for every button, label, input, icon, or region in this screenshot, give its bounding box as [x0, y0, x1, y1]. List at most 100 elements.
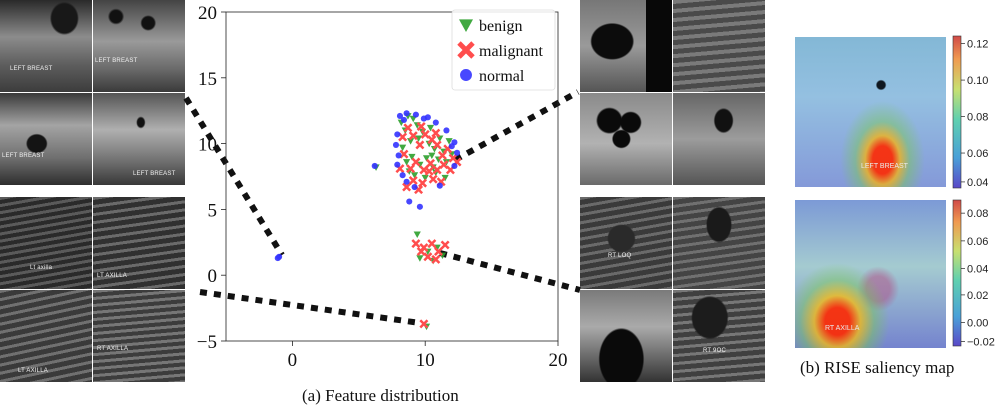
data-point — [399, 149, 409, 159]
series-malignant — [395, 122, 462, 329]
image-label: Lt axilla — [30, 265, 53, 271]
legend-marker — [457, 41, 475, 59]
data-point — [395, 152, 402, 159]
colorbar-tick-label: 0.04 — [967, 177, 988, 189]
colorbar-tick-label: −0.02 — [967, 337, 995, 349]
ultrasound-image: LT AXILLA — [0, 290, 92, 382]
ultrasound-image: Lt axilla — [0, 197, 92, 289]
data-point — [428, 174, 438, 184]
data-point — [371, 162, 378, 170]
ultrasound-image: LT AXILLA — [93, 197, 185, 289]
y-tick-label: 0 — [208, 266, 218, 287]
data-point — [418, 178, 428, 188]
image-label: RT AXILLA — [97, 346, 129, 352]
data-point — [416, 122, 426, 131]
data-point — [394, 161, 401, 168]
image-label: LEFT BREAST — [2, 153, 45, 159]
y-tick-label: 20 — [198, 3, 217, 24]
data-point — [436, 182, 443, 189]
data-point — [406, 138, 415, 145]
data-point — [411, 183, 418, 191]
data-point — [422, 155, 431, 162]
colorbar-tick-label: 0.06 — [967, 148, 988, 160]
colorbar-tick-label: 0.10 — [967, 75, 988, 87]
legend-label: normal — [479, 68, 525, 85]
ultrasound-image: RT 9OC — [673, 290, 765, 382]
series-normal — [274, 110, 461, 262]
y-tick-label: 5 — [208, 200, 218, 221]
data-point — [419, 319, 429, 329]
caption-rise-saliency: (b) RISE saliency map — [800, 358, 955, 377]
ultrasound-image: LEFT BREAST — [93, 93, 185, 185]
colorbar-tick-label: 0.08 — [967, 112, 988, 124]
series-benign — [372, 113, 456, 331]
data-point — [441, 174, 449, 182]
data-point — [414, 135, 423, 142]
data-point — [431, 128, 441, 138]
data-point — [403, 123, 413, 133]
legend-label: benign — [479, 18, 523, 35]
saliency-label: RT AXILLA — [825, 325, 860, 332]
data-point — [427, 239, 437, 249]
y-tick-label: 10 — [198, 135, 217, 156]
data-point — [445, 138, 453, 145]
image-label: RT LOQ — [608, 253, 632, 259]
ultrasound-image: RT AXILLA — [93, 290, 185, 382]
data-point — [448, 151, 456, 158]
connector-lines — [183, 89, 581, 326]
data-point — [416, 247, 426, 257]
image-label: LT AXILLA — [97, 273, 127, 279]
colorbar-tick-label: 0.02 — [967, 290, 988, 302]
x-tick-label: 10 — [416, 350, 435, 371]
data-point — [443, 127, 450, 134]
ultrasound-image — [580, 93, 672, 185]
data-point — [394, 131, 401, 138]
data-point — [415, 140, 425, 150]
y-tick-label: 15 — [198, 69, 217, 90]
colorbar-tick-label: 0.12 — [967, 39, 988, 51]
data-point — [396, 112, 404, 120]
connector-line — [199, 289, 421, 326]
data-point — [432, 119, 439, 126]
image-label: LEFT BREAST — [95, 58, 138, 64]
data-point — [403, 110, 410, 117]
data-point — [448, 143, 455, 150]
data-point — [402, 182, 412, 192]
data-point — [436, 135, 444, 142]
data-point — [416, 255, 424, 262]
colorbar-1 — [952, 35, 962, 189]
colorbar-2 — [952, 199, 962, 347]
saliency-label: LEFT BREAST — [861, 163, 908, 170]
data-point — [408, 131, 418, 141]
data-point — [426, 124, 435, 132]
colorbar-tick-label: 0.08 — [967, 208, 988, 220]
data-point — [392, 141, 400, 148]
data-point — [412, 111, 419, 118]
image-label: RT 9OC — [703, 348, 726, 354]
caption-feature-distribution: (a) Feature distribution — [302, 386, 459, 405]
image-label: LT AXILLA — [18, 368, 48, 374]
data-point — [424, 166, 434, 176]
data-point — [433, 247, 443, 257]
legend-marker — [460, 69, 472, 81]
data-point — [424, 114, 431, 121]
plot-frame — [225, 11, 559, 342]
data-point — [411, 239, 421, 249]
ultrasound-image — [673, 0, 765, 92]
connector-line — [439, 250, 581, 293]
data-point — [403, 178, 410, 185]
data-point — [413, 231, 421, 239]
data-point — [408, 175, 418, 185]
image-label: LEFT BREAST — [10, 66, 53, 72]
y-tick-label: −5 — [197, 332, 217, 353]
data-point — [451, 162, 458, 170]
data-point — [440, 240, 450, 250]
left-image-panel-bottom: Lt axilla LT AXILLA LT AXILLA RT AXILLA — [0, 197, 185, 382]
legend-marker — [459, 19, 473, 32]
colorbar-tick-label: 0.06 — [967, 236, 988, 248]
saliency-map-1: LEFT BREAST — [795, 37, 946, 187]
legend-box — [451, 9, 556, 91]
ultrasound-image — [580, 290, 672, 382]
ultrasound-image — [673, 197, 765, 289]
